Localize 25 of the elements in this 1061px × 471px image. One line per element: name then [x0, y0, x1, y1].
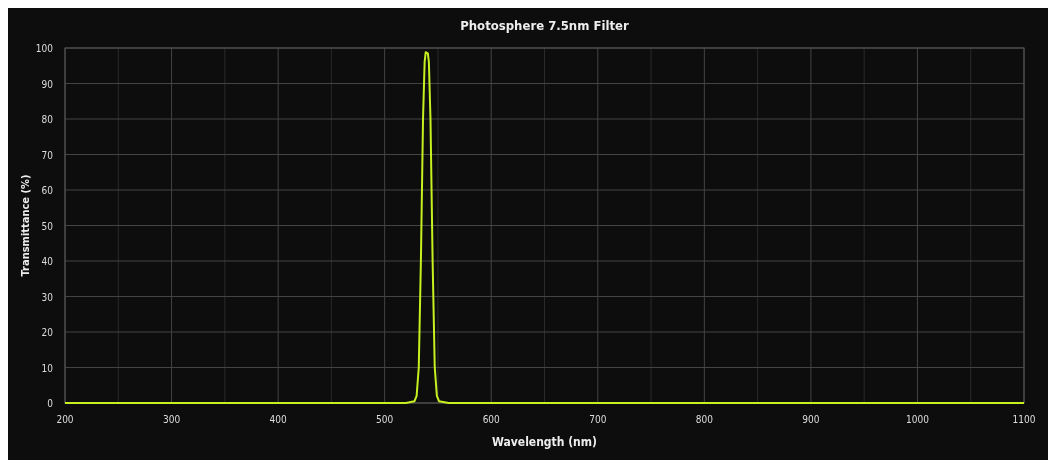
y-tick-label: 30 — [41, 291, 54, 303]
x-tick-label: 400 — [269, 414, 287, 425]
y-tick-label: 100 — [35, 43, 54, 54]
y-axis-title: Transmittance (%) — [19, 174, 32, 277]
y-tick-label: 10 — [41, 362, 54, 374]
y-tick-label: 40 — [41, 256, 54, 267]
x-tick-label: 600 — [482, 414, 501, 425]
y-tick-label: 20 — [41, 327, 54, 338]
y-tick-label: 80 — [41, 114, 54, 125]
x-tick-label: 700 — [589, 414, 607, 425]
x-tick-label: 500 — [376, 414, 394, 425]
x-tick-label: 800 — [695, 414, 714, 425]
y-tick-label: 90 — [41, 78, 54, 90]
x-tick-label: 300 — [162, 414, 181, 425]
x-tick-label: 900 — [802, 414, 820, 425]
x-tick-label: 200 — [56, 414, 74, 425]
chart-title: Photosphere 7.5nm Filter — [460, 18, 629, 33]
x-tick-label: 1000 — [906, 414, 930, 425]
y-tick-label: 60 — [41, 185, 54, 196]
y-tick-label: 0 — [47, 398, 54, 409]
line-series — [64, 51, 1025, 404]
y-tick-label: 70 — [41, 149, 54, 161]
x-tick-label: 1100 — [1012, 414, 1036, 425]
x-axis-title: Wavelength (nm) — [492, 435, 598, 449]
y-tick-label: 50 — [41, 220, 54, 232]
